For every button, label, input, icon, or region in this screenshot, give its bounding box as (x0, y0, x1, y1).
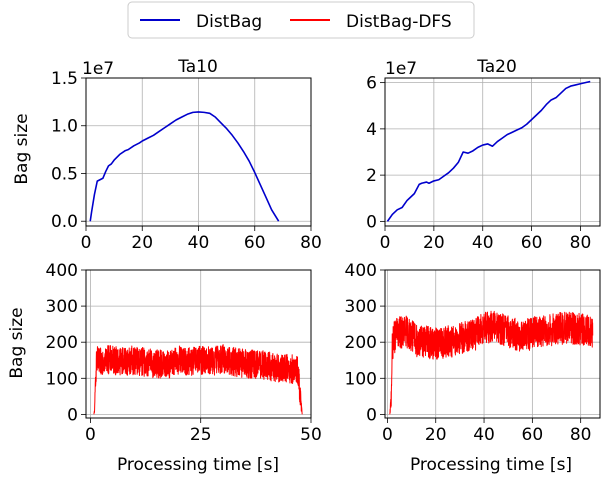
y-tick-label: 4 (366, 120, 377, 140)
y-tick-label: 0 (67, 405, 78, 425)
y-tick-label: 0.5 (51, 164, 78, 184)
panel-title: Ta10 (177, 57, 218, 77)
axes-frame (85, 269, 312, 419)
y-multiplier: 1e7 (82, 59, 114, 79)
panel-ta20: Ta20 1e7 0 20 40 60 80 0 2 4 6 (366, 57, 601, 253)
y-tick-label: 1.5 (51, 69, 78, 89)
y-axis-label: Bag size (7, 307, 27, 378)
x-tick-label: 50 (300, 425, 322, 445)
y-tick-label: 0 (366, 405, 377, 425)
x-tick-label: 80 (300, 233, 322, 253)
legend: DistBag DistBag-DFS (127, 1, 475, 39)
series-line (386, 80, 591, 222)
legend-label-distbag: DistBag (196, 12, 262, 32)
series-line (389, 310, 594, 415)
y-tick-label: 300 (345, 297, 377, 317)
x-tick-label: 60 (522, 425, 544, 445)
y-tick-label: 1.0 (51, 117, 78, 137)
y-tick-label: 0 (366, 212, 377, 232)
x-tick-label: 20 (423, 233, 445, 253)
x-tick-label: 60 (521, 233, 543, 253)
panel-title: Ta20 (476, 57, 517, 77)
legend-label-distbag-dfs: DistBag-DFS (346, 12, 452, 32)
x-tick-label: 0 (380, 233, 391, 253)
axes-frame (384, 77, 601, 227)
x-axis-label: Processing time [s] (117, 455, 279, 475)
y-tick-label: 400 (345, 261, 377, 281)
x-tick-label: 0 (382, 425, 393, 445)
panel-ta10: Ta10 1e7 Bag size 0 20 40 60 80 0.0 0.5 1.0 1.5 (12, 57, 322, 253)
x-tick-label: 25 (190, 425, 212, 445)
x-tick-label: 20 (131, 233, 153, 253)
y-tick-label: 300 (46, 297, 78, 317)
axes-frame (384, 269, 601, 419)
series-line (93, 344, 303, 415)
y-tick-label: 0.0 (51, 212, 78, 232)
x-axis-label: Processing time [s] (410, 455, 572, 475)
x-tick-label: 40 (188, 233, 210, 253)
axes-frame (85, 77, 312, 227)
y-multiplier: 1e7 (385, 59, 417, 79)
x-tick-label: 60 (244, 233, 266, 253)
x-tick-label: 40 (473, 425, 495, 445)
x-tick-label: 80 (570, 233, 592, 253)
y-tick-label: 2 (366, 166, 377, 186)
y-tick-label: 200 (46, 333, 78, 353)
x-tick-label: 0 (81, 233, 92, 253)
y-axis-label: Bag size (12, 113, 32, 184)
y-tick-label: 100 (345, 369, 377, 389)
x-tick-label: 80 (570, 425, 592, 445)
y-tick-label: 200 (345, 333, 377, 353)
y-tick-label: 400 (46, 261, 78, 281)
y-tick-label: 100 (46, 369, 78, 389)
panel-ta20-dfs: Processing time [s] 0 20 40 60 80 0 100 200 300 4… (345, 261, 601, 475)
x-tick-label: 20 (425, 425, 447, 445)
y-tick-label: 6 (366, 74, 377, 94)
x-tick-label: 40 (472, 233, 494, 253)
series-line (89, 111, 280, 222)
x-tick-label: 0 (85, 425, 96, 445)
panel-ta10-dfs: Bag size Processing time [s] 0 25 50 0 100 20… (7, 261, 322, 475)
